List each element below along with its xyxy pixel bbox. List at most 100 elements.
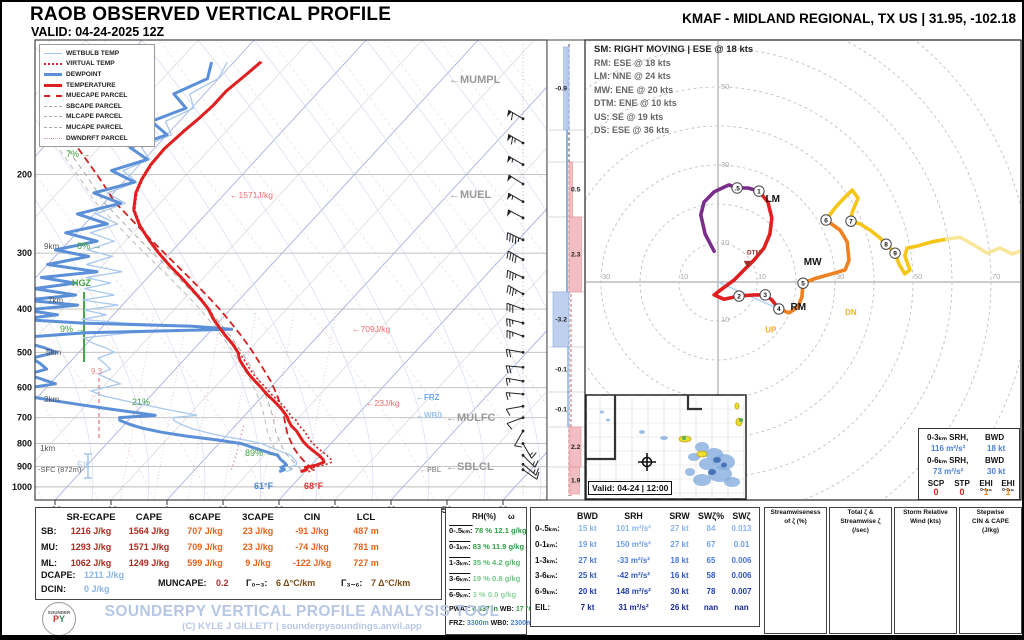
table-row: 6-9ₖₘ: 20 kt 148 m²/s² 30 kt 78 0.007 [535, 587, 752, 597]
virtual-temp-line-swatch [44, 62, 62, 65]
legend-item: DEWPOINT [44, 69, 150, 80]
station-title: KMAF - MIDLAND REGIONAL, TX US | 31.95, … [682, 11, 1016, 26]
rh-header: RH(%) [472, 512, 496, 521]
skewt-annotation: 9.3 [91, 367, 103, 376]
hodograph-label: DN [845, 308, 857, 317]
legend-item: VIRTUAL TEMP [44, 59, 150, 70]
advection-value: 0.5 [571, 187, 581, 194]
omega-header: ω [508, 512, 515, 521]
bwd-0-3-value: 18 kt [987, 444, 1006, 453]
ring-label: 10 [680, 272, 688, 281]
stp-value: 0 [959, 487, 965, 497]
skewt-annotation: 61°F [254, 481, 274, 491]
svg-text:.5: .5 [734, 185, 740, 192]
dtm-line: DTM: ENE @ 10 kts [594, 98, 677, 109]
footer-title: SOUNDERPY VERTICAL PROFILE ANALYSIS TOOL [104, 603, 500, 620]
hodograph-label: DTM [747, 250, 761, 257]
radar-echo [693, 474, 711, 486]
height-marker [759, 289, 771, 301]
advection-value: 1.9 [571, 478, 581, 485]
srh-0-3-label: 0-3ₖₘ SRH, [927, 433, 969, 442]
svg-text:5: 5 [801, 280, 805, 287]
svg-text:1: 1 [757, 188, 761, 195]
stepwise-cin-cape-panel: Stepwise CIN & CAPE (J/kg) [959, 507, 1022, 634]
ring-label: 30 [721, 160, 729, 169]
skewt-annotation: ←WB0 [416, 411, 442, 420]
height-marker [845, 215, 857, 227]
station-marker [638, 453, 656, 471]
svg-text:3: 3 [763, 292, 767, 299]
ehi01-header: EHI 0-1ₖₘ [979, 479, 993, 492]
srh-0-6-value: 73 m²/s² [933, 467, 964, 476]
height-marker [889, 247, 901, 259]
muncape-value: 0.2 [216, 578, 229, 588]
bwd-0-6-value: 30 kt [987, 467, 1006, 476]
dcape-value: 1211 J/kg [84, 570, 125, 580]
skewt-annotation: ←PBL [420, 467, 442, 474]
valid-time: VALID: 04-24-2025 12Z [31, 25, 165, 39]
height-marker [753, 185, 765, 197]
skewt-plot: 2003004005006007008009001000-20-10010203… [12, 39, 548, 516]
scp-header: SCP [927, 479, 945, 488]
hodograph-label: MW [804, 257, 822, 268]
skewt-annotation: 9% → [60, 324, 85, 334]
table-row: MU: 1293 J/kg 1571 J/kg 709 J/kg 23 J/kg… [41, 542, 379, 552]
lapse-0-3-value: 6 Δ°C/km [276, 578, 316, 588]
svg-text:200: 200 [17, 170, 32, 180]
lapse-3-6-value: 7 Δ°C/km [371, 578, 411, 588]
srh-bwd-summary-box: 0-3ₖₘ SRH, BWD 116 m²/s² 18 kt 0-6ₖₘ SRH… [918, 428, 1020, 500]
hodograph-trace-9km+ [945, 235, 1020, 256]
svg-text:600: 600 [17, 383, 32, 393]
skewt-annotation: HGZ [72, 278, 92, 288]
moisture-table: RH(%) ω 0-.5ₖₘ: 78 % 12.1 g/kg 0-1ₖₘ: 83… [445, 507, 533, 635]
muncape-label: MUNCAPE: [158, 578, 207, 588]
bottom-bar [2, 635, 1022, 638]
radar-echo [695, 442, 709, 452]
ehi03-value: 1 [1005, 487, 1011, 497]
wetbulb-curve [81, 61, 298, 473]
footer-credit: (C) KYLE J GILLETT | sounderpysoundings.… [182, 621, 422, 632]
rm-line: RM: ESE @ 18 kts [594, 58, 671, 68]
skewt-legend: WETBULB TEMP VIRTUAL TEMP DEWPOINT TEMPE… [39, 44, 155, 148]
mw-line: MW: ENE @ 20 kts [594, 84, 674, 95]
height-marker [880, 238, 892, 250]
virtual-temp-curve [133, 61, 333, 473]
radar-echo [685, 468, 695, 476]
lapse-3-6-label: Γ₃₋₆: [341, 578, 363, 588]
dewpoint-line-swatch [44, 72, 62, 76]
thermodynamics-table: SR-ECAPE CAPE 6CAPE 3CAPE CIN LCL SB: 12… [35, 507, 442, 600]
table-row: EIL: 7 kt 31 m²/s² 26 kt nan nan [535, 602, 749, 612]
bwd-0-6-label: BWD [985, 456, 1005, 465]
radar-echo [699, 458, 715, 470]
svg-text:2: 2 [737, 293, 741, 300]
skewt-annotation: 7km [48, 296, 63, 305]
dewpoint-curve [35, 61, 289, 474]
svg-text:800: 800 [17, 439, 32, 449]
mucape-parcel-swatch [44, 126, 62, 128]
svg-text:1000: 1000 [12, 482, 32, 492]
hodograph-label: LM [766, 194, 780, 205]
skewt-annotation: ←709J/kg [352, 324, 391, 334]
ring-label: 10 [721, 315, 729, 324]
hodograph-trace-0-1km [698, 183, 761, 253]
skewt-annotation: 3km [44, 395, 59, 404]
storm-relative-wind-panel: Storm Relative Wind (kts) [894, 507, 957, 634]
advection-value: -0.1 [555, 407, 567, 414]
hodograph-label: RM [791, 302, 807, 313]
hodograph-trace-3-6km [776, 218, 851, 315]
ring-label: 10 [721, 238, 729, 247]
radar-echo [724, 477, 740, 487]
table-row: 0-.5ₖₘ: 15 kt 101 m²/s² 27 kt 84 0.013 [535, 524, 752, 533]
ds-line: DS: ESE @ 36 kts [594, 125, 670, 136]
wetbulb-line-swatch [44, 52, 62, 54]
srh-0-6-label: 0-6ₖₘ SRH, [927, 456, 969, 465]
skewt-annotation: 7% → [66, 149, 91, 159]
wind-barb-column [505, 44, 540, 496]
dtm-marker [743, 260, 752, 268]
table-row: 3-6ₖₘ: 25 kt -42 m²/s² 16 kt 58 0.006 [535, 571, 752, 581]
advection-value: 2.3 [571, 252, 581, 259]
radar-echo [606, 418, 610, 422]
advection-value: -3.2 [555, 317, 567, 324]
skewt-annotation: 68°F [304, 481, 324, 491]
ring-label: 70 [992, 272, 1000, 281]
